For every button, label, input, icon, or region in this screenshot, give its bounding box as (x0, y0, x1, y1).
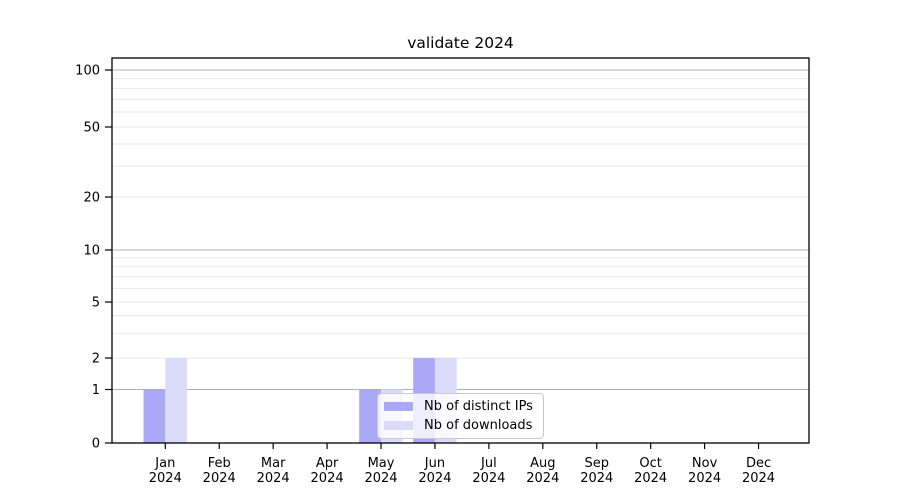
legend-swatch-downloads-icon (384, 421, 413, 430)
y-tick-label: 20 (83, 191, 100, 206)
y-tick-label: 0 (92, 437, 100, 452)
legend-label-downloads: Nb of downloads (424, 418, 533, 433)
x-tick-label-year: 2024 (311, 471, 344, 486)
x-tick-label-month: Sep (584, 456, 609, 471)
legend-item-distinct-ips: Nb of distinct IPs (384, 397, 543, 416)
y-tick-label: 5 (92, 296, 100, 311)
x-tick-label-year: 2024 (580, 471, 613, 486)
bar-jan-distinct-ips (143, 389, 166, 443)
x-tick-label-month: Apr (316, 456, 339, 471)
bar-jan-downloads (165, 358, 188, 443)
x-tick-label-year: 2024 (472, 471, 505, 486)
x-tick-label-year: 2024 (257, 471, 290, 486)
y-tick-label: 10 (83, 244, 100, 259)
x-tick-label-year: 2024 (149, 471, 182, 486)
x-tick-label-year: 2024 (688, 471, 721, 486)
y-tick-label: 100 (75, 64, 100, 79)
y-tick-label: 50 (83, 121, 100, 136)
x-tick-label-month: Nov (692, 456, 718, 471)
x-tick-label-year: 2024 (364, 471, 397, 486)
x-tick-label-year: 2024 (742, 471, 775, 486)
x-tick-label-year: 2024 (203, 471, 236, 486)
x-tick-label-month: Aug (530, 456, 555, 471)
x-tick-label-month: Mar (261, 456, 286, 471)
y-tick-label: 1 (92, 383, 100, 398)
x-tick-label-year: 2024 (634, 471, 667, 486)
legend-swatch-distinct-ips-icon (384, 402, 413, 411)
x-tick-label-month: Jun (424, 456, 445, 471)
x-tick-label-month: Dec (746, 456, 771, 471)
bar-may-distinct-ips (359, 389, 382, 443)
x-tick-label-month: Jan (154, 456, 175, 471)
legend: Nb of distinct IPs Nb of downloads (377, 393, 544, 439)
x-tick-label-month: Feb (208, 456, 231, 471)
x-tick-label-month: May (368, 456, 395, 471)
x-tick-label-year: 2024 (418, 471, 451, 486)
legend-item-downloads: Nb of downloads (384, 416, 543, 435)
y-tick-label: 2 (92, 352, 100, 367)
x-tick-label-month: Jul (480, 456, 497, 471)
x-tick-label-year: 2024 (526, 471, 559, 486)
x-tick-label-month: Oct (639, 456, 661, 471)
chart-title: validate 2024 (407, 34, 514, 52)
legend-label-distinct-ips: Nb of distinct IPs (424, 399, 533, 414)
